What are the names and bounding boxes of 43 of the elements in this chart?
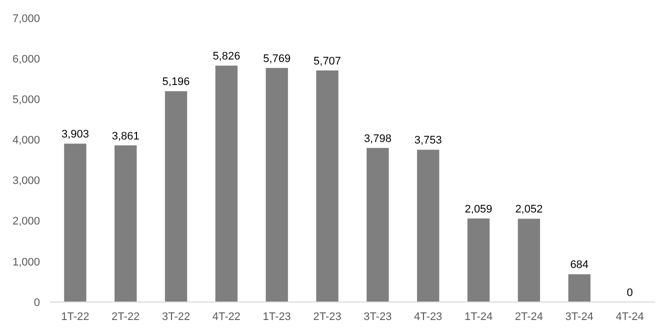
- x-tick-label: 3T-22: [162, 311, 190, 323]
- data-label: 3,903: [61, 128, 89, 141]
- data-label: 3,753: [414, 134, 442, 147]
- y-tick-label: 1,000: [12, 256, 40, 268]
- x-tick-label: 4T-24: [616, 311, 644, 323]
- y-tick-label: 4,000: [12, 134, 40, 147]
- data-label: 684: [570, 259, 589, 272]
- x-tick-label: 4T-23: [414, 311, 442, 323]
- bar: [366, 148, 389, 302]
- bar: [114, 145, 137, 302]
- x-tick-label: 3T-24: [565, 311, 594, 323]
- x-tick-label: 1T-22: [61, 311, 90, 323]
- data-label: 2,059: [464, 203, 492, 216]
- x-tick-label: 3T-23: [364, 311, 392, 323]
- x-tick-label: 2T-23: [313, 311, 342, 323]
- y-tick-label: 2,000: [12, 216, 40, 228]
- bar: [164, 91, 188, 302]
- bar: [467, 218, 490, 302]
- bar: [266, 68, 288, 302]
- data-label: 5,196: [162, 76, 190, 88]
- data-label: 0: [626, 287, 633, 299]
- data-label: 2,052: [515, 204, 543, 216]
- y-tick-label: 6,000: [12, 53, 40, 66]
- bar: [64, 144, 86, 302]
- x-tick-label: 1T-23: [262, 311, 291, 323]
- bar: [518, 218, 540, 302]
- bar: [215, 66, 238, 302]
- y-tick-label: 7,000: [12, 12, 40, 25]
- bar: [316, 70, 338, 302]
- data-label: 5,707: [314, 55, 342, 68]
- y-tick-label: 5,000: [12, 94, 40, 106]
- data-label: 5,769: [263, 52, 291, 65]
- x-tick-label: 1T-24: [464, 311, 493, 323]
- bar: [417, 150, 440, 302]
- bar: [568, 274, 590, 302]
- x-tick-label: 2T-22: [112, 311, 140, 323]
- data-label: 5,826: [212, 50, 240, 63]
- y-tick-label: 0: [34, 296, 40, 309]
- y-tick-label: 3,000: [12, 175, 40, 188]
- x-tick-label: 4T-22: [212, 311, 241, 323]
- x-tick-label: 2T-24: [514, 311, 544, 323]
- data-label: 3,861: [112, 130, 140, 142]
- data-label: 3,798: [364, 132, 392, 145]
